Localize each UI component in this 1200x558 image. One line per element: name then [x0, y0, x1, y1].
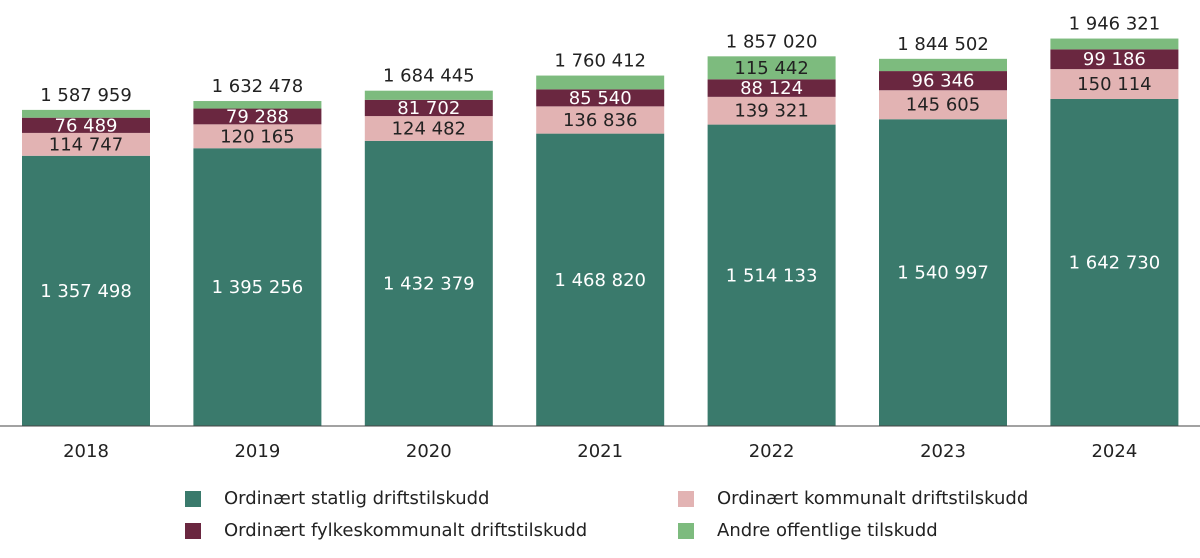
- segment-label: 1 642 730: [1069, 252, 1161, 273]
- legend: Ordinært statlig driftstilskudd Ordinært…: [0, 480, 1200, 558]
- bar-segment: [193, 101, 322, 109]
- legend-label: Ordinært fylkeskommunalt driftstilskudd: [224, 520, 588, 541]
- legend-item-statlig: Ordinært statlig driftstilskudd: [185, 488, 489, 509]
- bar-segment: [707, 124, 836, 427]
- total-label: 1 844 502: [897, 34, 989, 55]
- total-label: 1 857 020: [726, 31, 818, 52]
- total-label: 1 587 959: [40, 85, 132, 106]
- x-tick-label: 2018: [63, 441, 109, 462]
- bar-segment: [22, 132, 150, 156]
- x-tick-label: 2022: [749, 441, 795, 462]
- segment-label: 88 124: [740, 78, 803, 99]
- bar-segment: [536, 75, 665, 90]
- segment-label: 1 540 997: [897, 263, 989, 284]
- bar-segment: [364, 116, 493, 141]
- legend-label: Ordinært statlig driftstilskudd: [224, 488, 490, 509]
- segment-label: 1 514 133: [726, 265, 818, 286]
- legend-item-fylkeskommunalt: Ordinært fylkeskommunalt driftstilskudd: [185, 520, 587, 541]
- legend-label: Ordinært kommunalt driftstilskudd: [717, 488, 1029, 509]
- segment-label: 1 395 256: [212, 277, 304, 298]
- bar-segment: [536, 89, 665, 107]
- segment-label: 99 186: [1083, 49, 1146, 70]
- bar-segment: [879, 71, 1007, 91]
- legend-item-kommunalt: Ordinært kommunalt driftstilskudd: [678, 488, 1028, 509]
- bar-segment: [1050, 49, 1179, 70]
- bar-segment: [193, 124, 322, 149]
- segment-label: 79 288: [226, 106, 289, 127]
- x-tick-label: 2024: [1091, 441, 1137, 462]
- segment-label: 124 482: [392, 118, 466, 139]
- segment-label: 85 540: [569, 88, 632, 109]
- legend-swatch: [678, 522, 694, 539]
- segment-label: 1 432 379: [383, 273, 475, 294]
- segment-label: 139 321: [734, 101, 808, 122]
- x-tick-label: 2020: [406, 441, 452, 462]
- total-label: 1 760 412: [554, 51, 646, 72]
- segment-label: 76 489: [55, 115, 118, 136]
- total-label: 1 684 445: [383, 66, 475, 87]
- segment-label: 120 165: [220, 126, 294, 147]
- bar-segment: [22, 117, 150, 133]
- bar-segment: [879, 58, 1007, 72]
- bar-segment: [536, 133, 665, 426]
- legend-swatch: [185, 522, 201, 539]
- x-tick-label: 2023: [920, 441, 966, 462]
- total-label: 1 632 478: [212, 76, 304, 97]
- bar-segment: [364, 90, 493, 100]
- segment-label: 150 114: [1077, 74, 1151, 95]
- segment-label: 1 468 820: [554, 270, 646, 291]
- legend-swatch: [185, 490, 201, 507]
- segment-label: 81 702: [397, 98, 460, 119]
- x-tick-label: 2021: [577, 441, 623, 462]
- bar-segment: [22, 109, 150, 118]
- segment-label: 1 357 498: [40, 281, 132, 302]
- bar-segment: [22, 155, 150, 426]
- segment-label: 114 747: [49, 134, 123, 155]
- segment-label: 136 836: [563, 110, 637, 131]
- total-label: 1 946 321: [1069, 14, 1161, 35]
- bar-segment: [1050, 38, 1179, 50]
- legend-swatch: [678, 490, 694, 507]
- segment-label: 96 346: [912, 71, 975, 92]
- bar-segment: [707, 56, 836, 80]
- bar-segment: [193, 148, 322, 426]
- bar-segment: [879, 119, 1007, 426]
- bar-segment: [193, 108, 322, 125]
- bar-segment: [364, 99, 493, 117]
- segment-label: 115 442: [734, 58, 808, 79]
- bar-segment: [536, 106, 665, 134]
- bar-segment: [364, 140, 493, 427]
- bar-segment: [1050, 98, 1179, 426]
- bar-segment: [879, 90, 1007, 120]
- legend-item-andre: Andre offentlige tilskudd: [678, 520, 938, 541]
- bar-segment: [707, 79, 836, 97]
- x-tick-label: 2019: [234, 441, 280, 462]
- legend-label: Andre offentlige tilskudd: [717, 520, 938, 541]
- bar-segment: [707, 96, 836, 125]
- bar-segment: [1050, 69, 1179, 99]
- segment-label: 145 605: [906, 95, 980, 116]
